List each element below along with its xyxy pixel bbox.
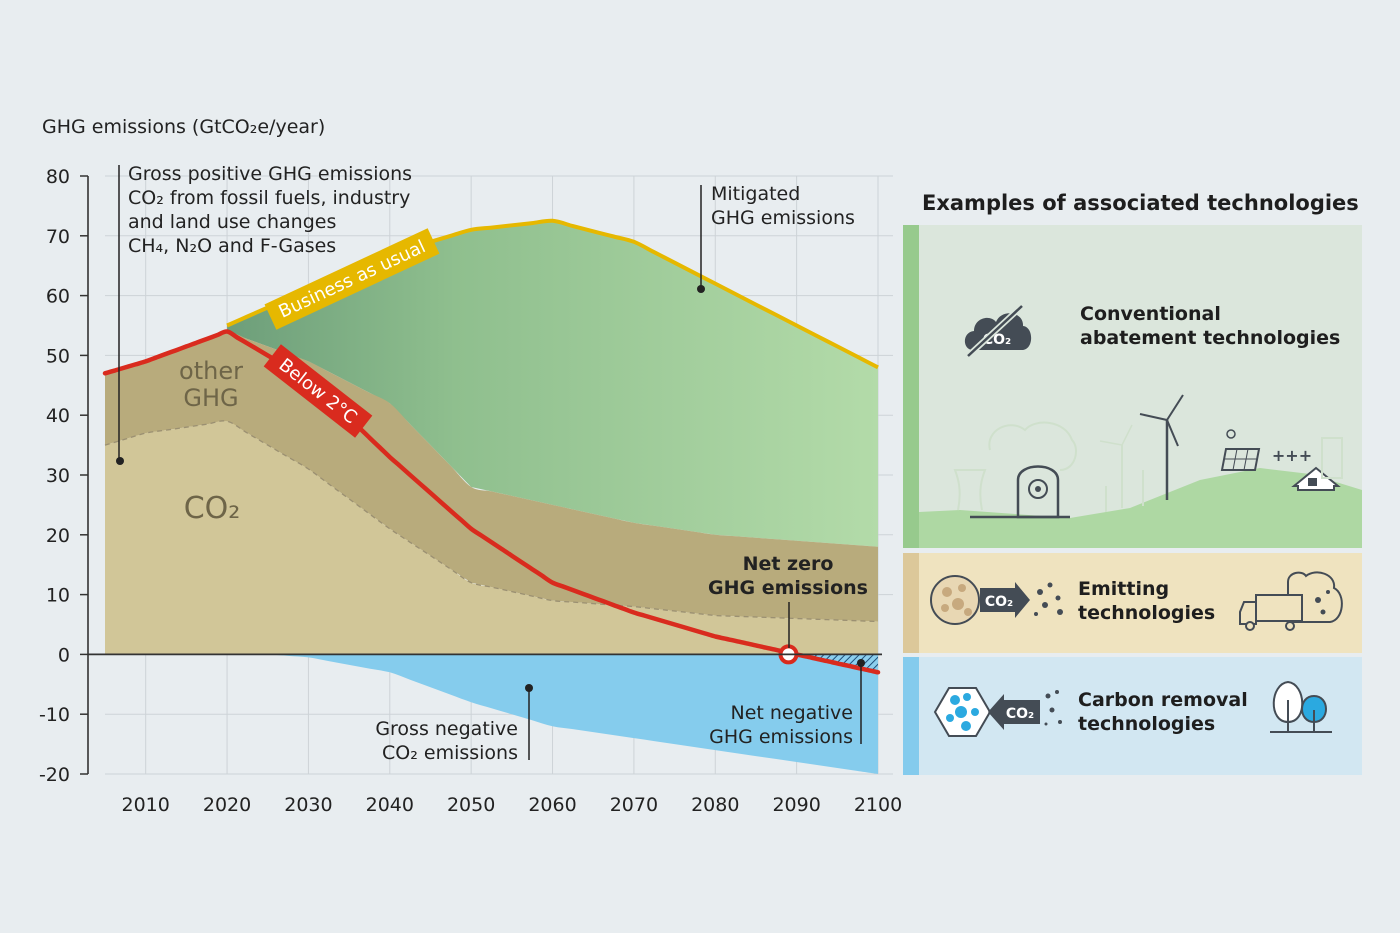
mitigated-line2: GHG emissions [711, 207, 855, 229]
y-tick-label: -20 [39, 764, 70, 786]
power-plant-icon [953, 421, 1077, 511]
other-ghg-label-line1: other [179, 357, 243, 385]
gross-negative-line1: Gross negative [375, 718, 518, 740]
y-tick-label: 0 [58, 644, 70, 666]
mitigated-annotation: Mitigated GHG emissions [697, 183, 855, 293]
y-tick-label: 20 [46, 525, 70, 547]
y-tick-label: 30 [46, 465, 70, 487]
mitigated-area [227, 220, 879, 547]
conventional-line1: Conventional [1080, 303, 1221, 325]
removal-line1: Carbon removal [1078, 689, 1248, 711]
conventional-line2: abatement technologies [1080, 327, 1340, 349]
gross-negative-area [267, 654, 878, 774]
below-2c-line [102, 329, 881, 675]
co2-region-label: CO₂ [184, 491, 241, 526]
gross-negative-annotation: Gross negative CO₂ emissions [375, 684, 533, 764]
wind-turbines-icon [1099, 394, 1184, 512]
x-tick-label: 2090 [772, 794, 820, 816]
removal-line2: technologies [1078, 713, 1215, 735]
net-negative-annotation: Net negative GHG emissions [709, 659, 865, 748]
mitigated-line1: Mitigated [711, 183, 800, 205]
carbon-capture-icon: CO₂ [933, 687, 1062, 737]
gross-positive-annotation: Gross positive GHG emissions CO₂ from fo… [116, 163, 412, 465]
nuclear-icon [970, 465, 1070, 519]
x-tick-label: 2070 [610, 794, 658, 816]
other-ghg-label-line2: GHG [183, 384, 238, 412]
crossed-cloud-icon: CO₂ [964, 303, 1032, 359]
net-zero-line2: GHG emissions [708, 577, 868, 599]
trees-icon [1270, 680, 1332, 733]
technology-panel: Examples of associated technologies Conv… [903, 191, 1362, 775]
chart-axes [80, 175, 882, 775]
solar-panel-icon [1220, 429, 1261, 471]
fossil-emission-icon: CO₂ [930, 575, 1063, 625]
x-tick-label: 2030 [284, 794, 332, 816]
removal-accent [903, 657, 919, 775]
x-tick-label: 2050 [447, 794, 495, 816]
y-tick-label: 50 [46, 345, 70, 367]
emitting-line2: technologies [1078, 602, 1215, 624]
panel-title: Examples of associated technologies [922, 191, 1359, 215]
removal-co2-tag: CO₂ [1006, 706, 1034, 722]
x-tick-label: 2010 [122, 794, 170, 816]
gross-positive-line2: CO₂ from fossil fuels, industry [128, 187, 410, 209]
chart-areas [104, 220, 879, 774]
emitting-accent [903, 553, 919, 653]
x-tick-label: 2020 [203, 794, 251, 816]
net-zero-line1: Net zero [743, 553, 834, 575]
gross-negative-line2: CO₂ emissions [382, 742, 518, 764]
emitting-co2-tag: CO₂ [985, 594, 1013, 610]
y-tick-label: 60 [46, 286, 70, 308]
y-tick-label: 70 [46, 226, 70, 248]
emissions-chart: GHG emissions (GtCO₂e/year) 80 70 60 50 40 30… [39, 116, 902, 816]
x-tick-label: 2040 [366, 794, 414, 816]
other-ghg-area [105, 331, 878, 622]
y-tick-label: -10 [39, 704, 70, 726]
net-zero-annotation: Net zero GHG emissions [708, 553, 868, 648]
gross-positive-line4: CH₄, N₂O and F-Gases [128, 235, 336, 257]
emitting-line1: Emitting [1078, 578, 1169, 600]
x-tick-label: 2060 [528, 794, 576, 816]
truck-icon [1239, 571, 1343, 631]
gross-positive-line1: Gross positive GHG emissions [128, 163, 412, 185]
hills [919, 468, 1362, 548]
y-axis-label: GHG emissions (GtCO₂e/year) [42, 116, 325, 138]
gross-positive-line3: and land use changes [128, 211, 336, 233]
x-tick-label: 2100 [854, 794, 902, 816]
net-negative-line1: Net negative [731, 702, 854, 724]
y-tick-label: 40 [46, 405, 70, 427]
heat-pump-house-icon: +++ [1272, 437, 1343, 491]
x-tick-label: 2080 [691, 794, 739, 816]
conventional-accent [903, 225, 919, 548]
net-negative-line2: GHG emissions [709, 726, 853, 748]
y-tick-label: 80 [46, 166, 70, 188]
plus-signs: +++ [1272, 446, 1312, 465]
y-tick-label: 10 [46, 585, 70, 607]
co2-area [105, 420, 878, 655]
